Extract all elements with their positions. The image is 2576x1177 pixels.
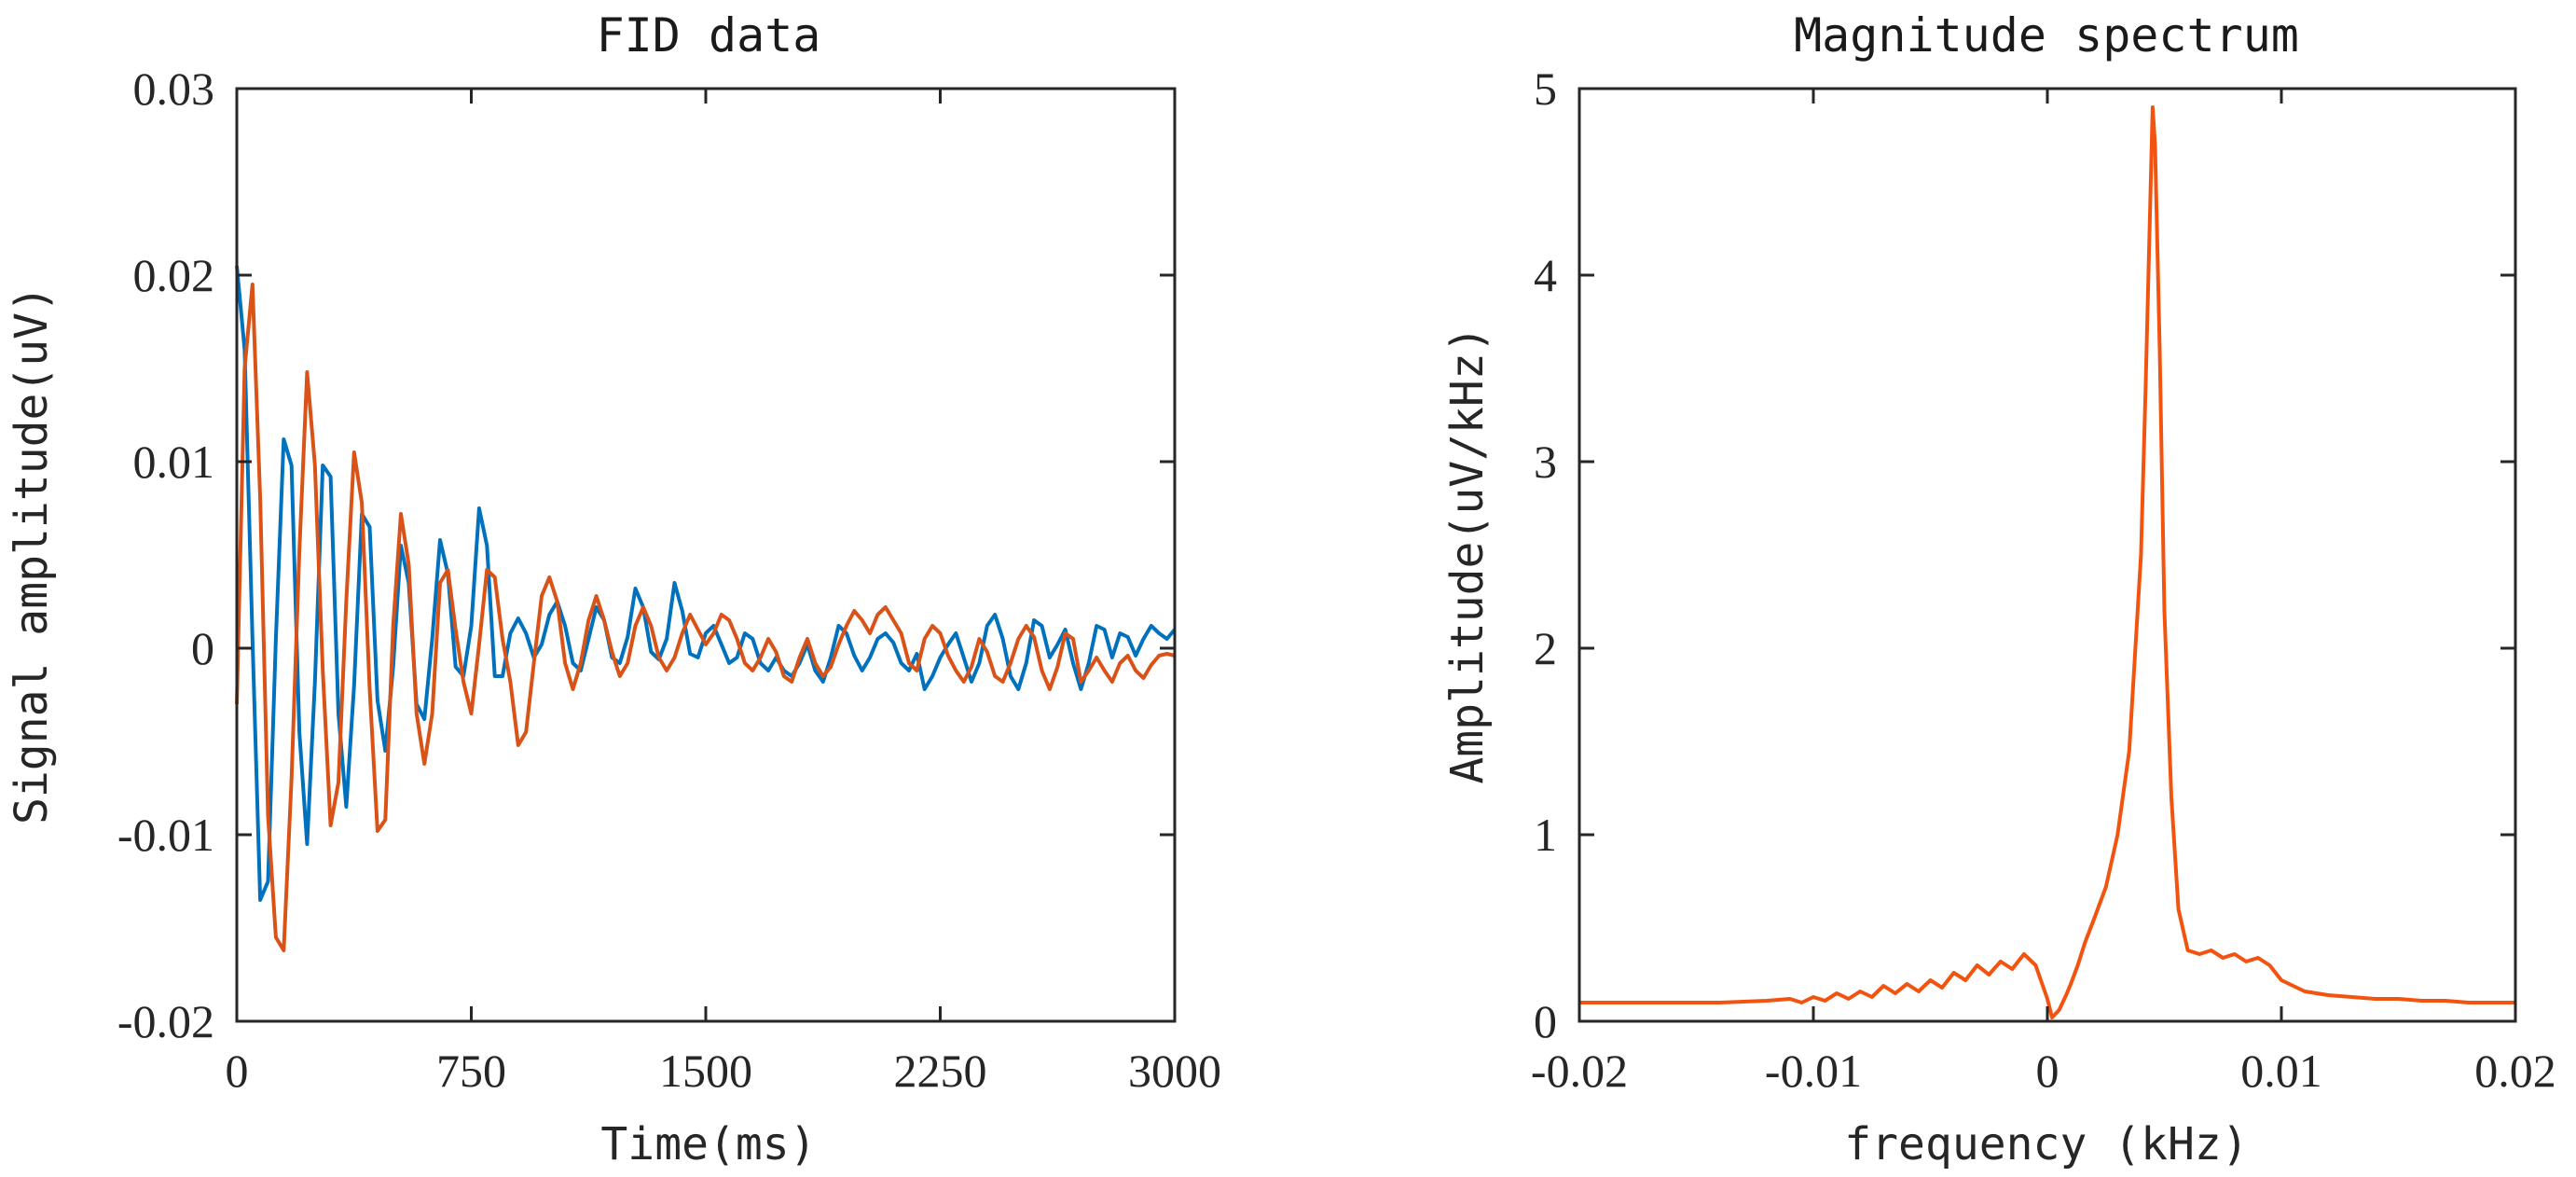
spectrum-ylabel: Amplitude(uV/kHz) (1441, 325, 1494, 783)
spectrum-plot: Magnitude spectrum -0.02 -0.01 0 0.01 0.02 0 1… (1441, 8, 2556, 1170)
fid-xtick-label: 1500 (659, 1045, 752, 1097)
fid-ytick-label: 0.03 (133, 62, 215, 115)
spectrum-ytick-label: 1 (1534, 809, 1557, 861)
fid-xlabel: Time(ms) (600, 1118, 816, 1170)
spectrum-ytick-label: 4 (1534, 249, 1557, 301)
fid-title: FID data (597, 8, 821, 62)
fid-ticks: 0 750 1500 2250 3000 -0.02 -0.01 0 0.01 0.02 0.03 (117, 62, 1221, 1097)
spectrum-title: Magnitude spectrum (1794, 8, 2299, 62)
fid-series-imaginary (235, 283, 1176, 952)
fid-xtick-label: 2250 (894, 1045, 987, 1097)
spectrum-xtick-label: -0.02 (1531, 1045, 1628, 1097)
fid-xtick-label: 0 (226, 1045, 249, 1097)
spectrum-ticks: -0.02 -0.01 0 0.01 0.02 0 1 2 3 4 5 (1531, 62, 2556, 1097)
spectrum-series-group (1579, 105, 2515, 1019)
spectrum-xtick-label: -0.01 (1765, 1045, 1862, 1097)
spectrum-xtick-label: 0.02 (2474, 1045, 2556, 1097)
fid-axes-box (235, 87, 1177, 1023)
fid-ytick-label: -0.01 (117, 809, 214, 861)
fid-plot: FID data 0 750 1500 2250 3000 -0.02 -0.01 0 0.01… (6, 8, 1221, 1170)
fid-ytick-label: 0.02 (133, 249, 215, 301)
spectrum-xtick-label: 0.01 (2240, 1045, 2322, 1097)
fid-ytick-label: 0.01 (133, 436, 215, 488)
fid-ylabel: Signal amplitude(uV) (6, 285, 58, 824)
fid-xtick-label: 750 (436, 1045, 506, 1097)
fid-series-group (235, 265, 1177, 952)
spectrum-ytick-label: 0 (1534, 995, 1557, 1047)
fid-ytick-label: 0 (191, 622, 214, 674)
fid-xtick-label: 3000 (1128, 1045, 1221, 1097)
spectrum-xlabel: frequency (kHz) (1844, 1118, 2248, 1170)
spectrum-series-magnitude (1579, 105, 2515, 1019)
spectrum-ytick-label: 2 (1534, 622, 1557, 674)
spectrum-ytick-label: 5 (1534, 62, 1557, 115)
spectrum-xtick-label: 0 (2036, 1045, 2059, 1097)
spectrum-axes-box (1577, 87, 2517, 1023)
fid-ytick-label: -0.02 (117, 995, 214, 1047)
spectrum-ytick-label: 3 (1534, 436, 1557, 488)
